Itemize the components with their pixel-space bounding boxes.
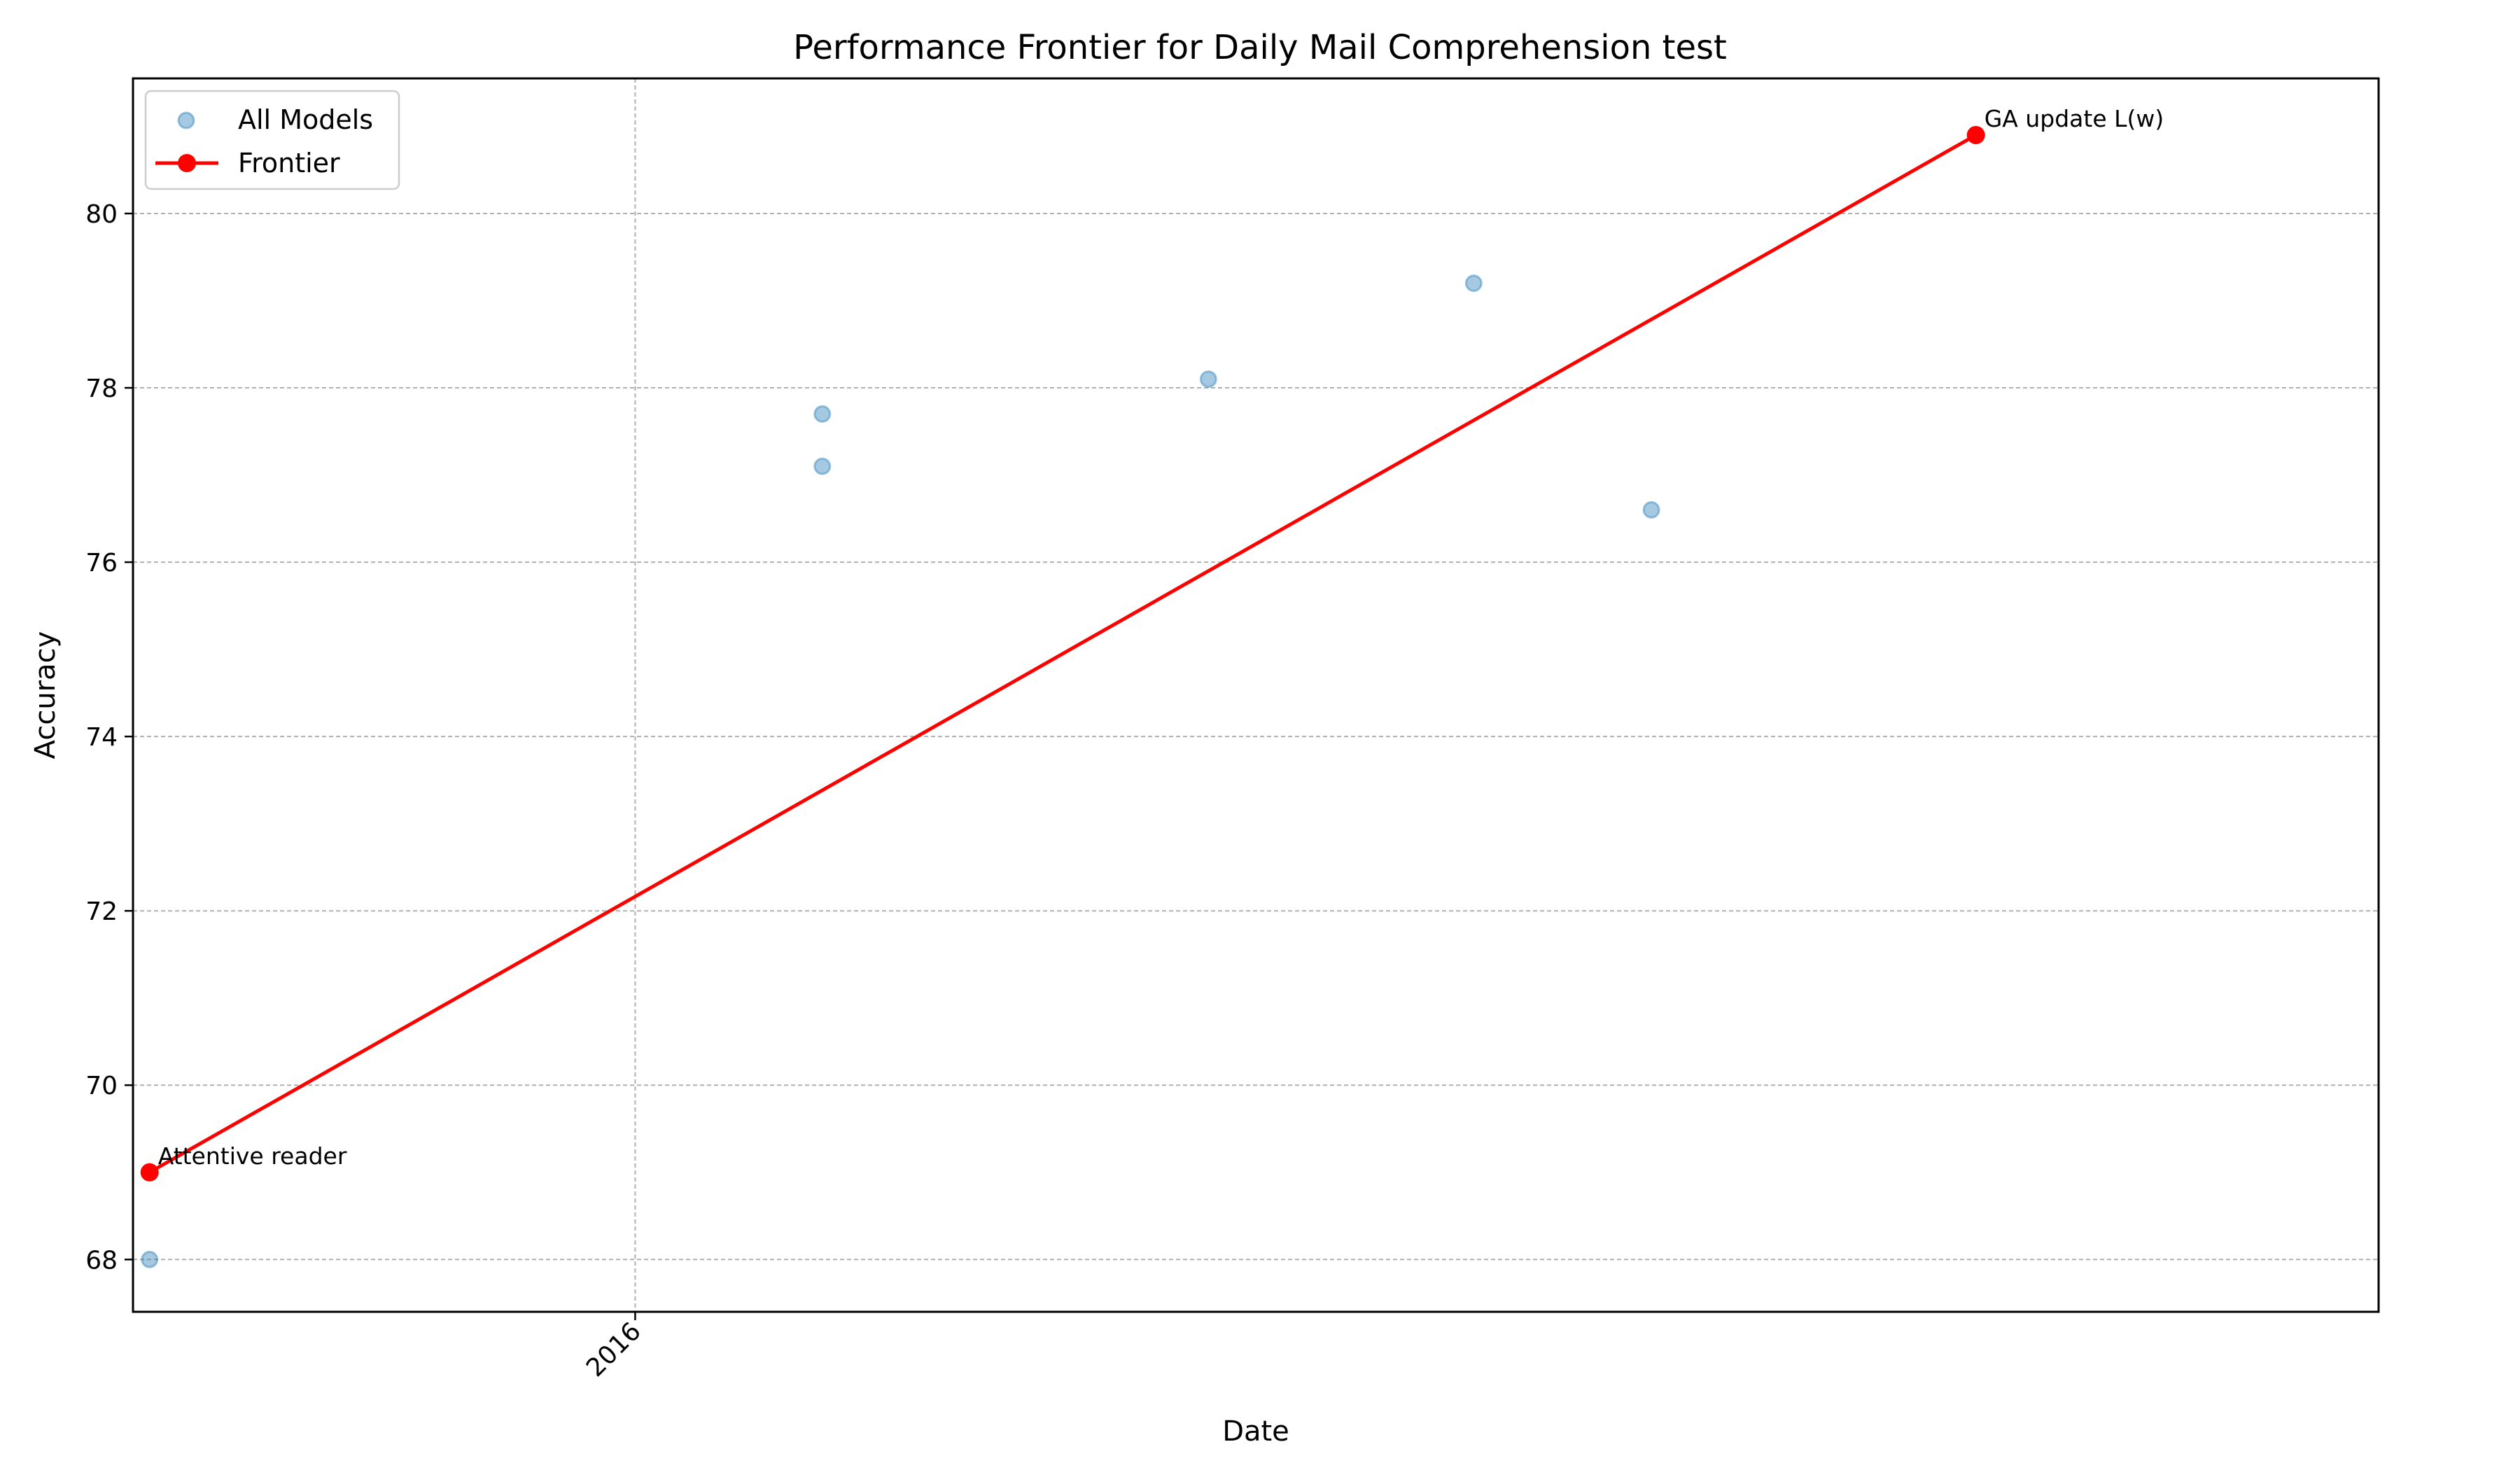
legend-marker-all-models bbox=[177, 111, 195, 130]
all-models-point bbox=[141, 1250, 159, 1268]
plot-frame bbox=[132, 77, 2380, 1313]
all-models-point bbox=[1464, 274, 1483, 293]
chart-title: Performance Frontier for Daily Mail Comp… bbox=[793, 28, 1727, 67]
point-annotation: Attentive reader bbox=[158, 1142, 347, 1170]
legend: All Models Frontier bbox=[144, 90, 400, 190]
y-tick-label: 68 bbox=[85, 1246, 118, 1275]
legend-label-frontier: Frontier bbox=[238, 148, 340, 178]
all-models-point bbox=[813, 405, 832, 423]
all-models-point bbox=[1199, 370, 1217, 388]
frontier-point bbox=[140, 1163, 159, 1182]
y-axis-label: Accuracy bbox=[29, 631, 62, 760]
all-models-point bbox=[1642, 500, 1660, 519]
legend-marker-frontier bbox=[178, 154, 196, 172]
y-tick-label: 78 bbox=[85, 374, 118, 403]
y-tick-label: 74 bbox=[85, 723, 118, 752]
all-models-point bbox=[813, 457, 832, 475]
x-axis-label: Date bbox=[1222, 1415, 1289, 1448]
frontier-line bbox=[148, 133, 1977, 1174]
point-annotation: GA update L(w) bbox=[1984, 105, 2164, 132]
y-tick-label: 70 bbox=[85, 1072, 118, 1100]
y-tick-label: 76 bbox=[85, 549, 118, 578]
y-tick-label: 80 bbox=[85, 200, 118, 229]
legend-label-all-models: All Models bbox=[238, 104, 373, 135]
frontier-point bbox=[1966, 125, 1985, 144]
grid-lines bbox=[133, 78, 2379, 1312]
plot-area: Attentive reader GA update L(w) bbox=[140, 105, 2164, 1268]
y-tick-label: 72 bbox=[85, 897, 118, 926]
